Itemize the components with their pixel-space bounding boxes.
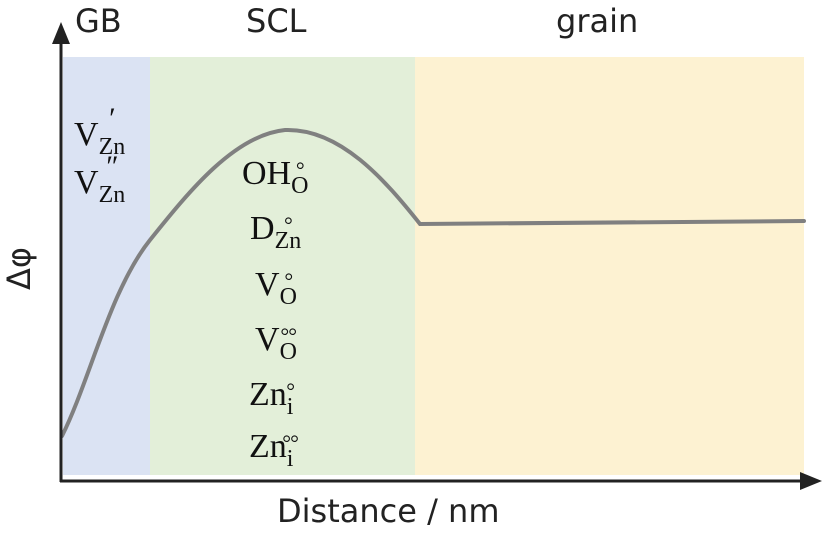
x-axis-label: Distance / nm [277,492,500,530]
y-axis-label: Δφ [0,247,38,290]
defect-charge: ′ [109,102,115,135]
defect-site: Zn ′ [98,102,126,160]
defect-site: i °° [282,430,299,472]
scl-defect: Zni °° [249,428,299,472]
defect-charge: °° [280,323,297,348]
scl-label: SCL [246,2,307,40]
gb-defect: VZn ′ [74,102,126,160]
scl-defect: OHO ° [242,155,309,199]
gb-label: GB [75,2,122,40]
defect-base: V [255,321,280,358]
x-axis-arrow [800,472,822,490]
grain-label: grain [556,2,639,40]
gb-defect: VZn ′′ [74,150,126,208]
defect-base: Zn [249,376,287,413]
defect-base: V [74,116,99,153]
defect-site: O °° [279,323,297,365]
defect-base: V [255,266,280,303]
defect-site: O ° [291,157,309,199]
defect-charge: ° [286,378,295,403]
defect-site: Zn ′′ [98,150,126,208]
defect-base: Zn [249,428,287,465]
defect-base: D [250,210,275,247]
defect-charge: ′′ [106,150,118,183]
y-axis-arrow [52,22,70,44]
defect-base: OH [242,155,292,192]
defect-base: V [74,164,99,201]
defect-site: Zn ° [274,212,302,254]
defect-charge: ° [295,157,305,182]
scl-defect: VO ° [255,266,297,310]
scl-defect: DZn ° [250,210,302,254]
defect-site: O ° [279,268,297,310]
scl-defect: VO °° [255,321,297,365]
scl-defect: Zni ° [249,376,295,420]
defect-site: i ° [286,378,295,420]
scl-region [150,57,415,475]
grain-region [415,57,804,475]
defect-charge: °° [282,430,299,455]
potential-curve [60,127,806,438]
defect-charge: ° [284,268,293,293]
defect-charge: ° [283,212,293,237]
